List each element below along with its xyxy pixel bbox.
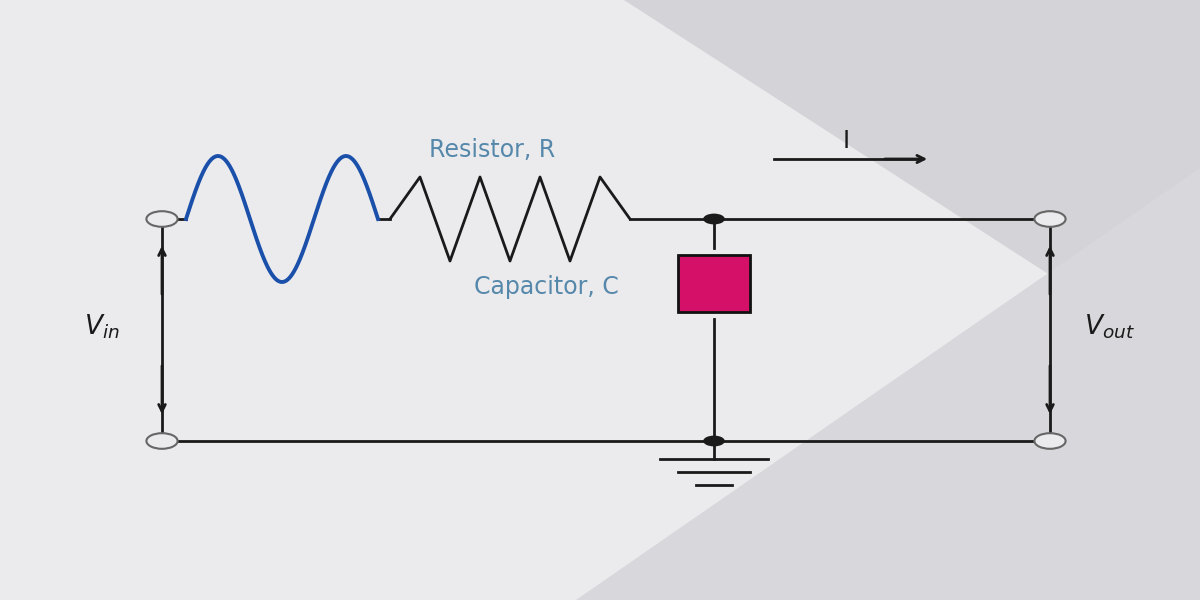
Circle shape (1034, 211, 1066, 227)
Circle shape (703, 436, 725, 446)
Circle shape (703, 214, 725, 224)
Text: I: I (842, 129, 850, 153)
Polygon shape (576, 168, 1200, 600)
Text: $\mathregular{V_{out}}$: $\mathregular{V_{out}}$ (1085, 313, 1135, 341)
Circle shape (1034, 433, 1066, 449)
Circle shape (146, 433, 178, 449)
Circle shape (146, 211, 178, 227)
Text: Resistor, R: Resistor, R (428, 138, 556, 162)
Text: Capacitor, C: Capacitor, C (474, 275, 618, 299)
Polygon shape (624, 0, 1200, 372)
Bar (678, 255, 750, 312)
Text: $\mathregular{V_{in}}$: $\mathregular{V_{in}}$ (84, 313, 120, 341)
